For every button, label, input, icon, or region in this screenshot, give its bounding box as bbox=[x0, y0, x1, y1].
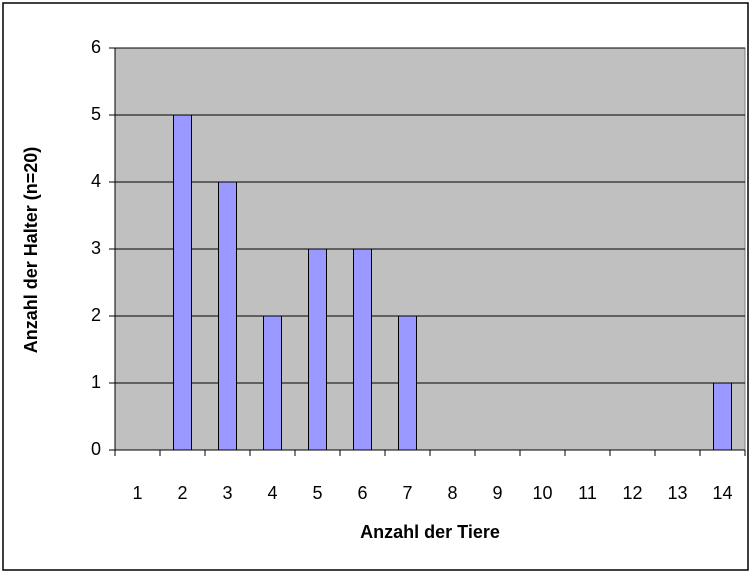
x-tick-label: 8 bbox=[447, 483, 457, 503]
bar bbox=[263, 315, 282, 451]
bar bbox=[173, 114, 192, 451]
bar bbox=[713, 382, 732, 451]
bar bbox=[308, 248, 327, 451]
x-tick-label: 5 bbox=[312, 483, 322, 503]
x-tick-label: 14 bbox=[712, 483, 732, 503]
y-tick-label: 4 bbox=[91, 171, 101, 191]
y-axis-title: Anzahl der Halter (n=20) bbox=[21, 147, 41, 354]
x-tick-label: 1 bbox=[132, 483, 142, 503]
x-tick-label: 3 bbox=[222, 483, 232, 503]
x-axis-title: Anzahl der Tiere bbox=[360, 522, 500, 542]
y-tick-label: 1 bbox=[91, 372, 101, 392]
x-tick-label: 2 bbox=[177, 483, 187, 503]
x-tick-label: 4 bbox=[267, 483, 277, 503]
y-tick-label: 3 bbox=[91, 238, 101, 258]
x-tick-label: 9 bbox=[492, 483, 502, 503]
y-tick-label: 0 bbox=[91, 439, 101, 459]
y-tick-label: 5 bbox=[91, 104, 101, 124]
x-tick-label: 6 bbox=[357, 483, 367, 503]
x-tick-label: 12 bbox=[622, 483, 642, 503]
bar bbox=[353, 248, 372, 451]
bar bbox=[218, 181, 237, 451]
x-tick-label: 13 bbox=[667, 483, 687, 503]
x-tick-label: 7 bbox=[402, 483, 412, 503]
x-tick-label: 10 bbox=[532, 483, 552, 503]
y-tick-label: 6 bbox=[91, 37, 101, 57]
y-tick-label: 2 bbox=[91, 305, 101, 325]
bar bbox=[398, 315, 417, 451]
x-tick-label: 11 bbox=[578, 483, 597, 503]
